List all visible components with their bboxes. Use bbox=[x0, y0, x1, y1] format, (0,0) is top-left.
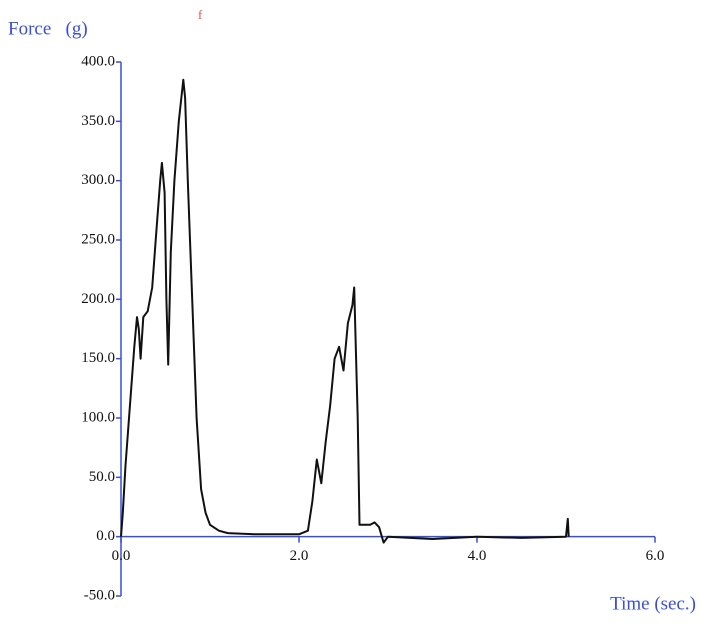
y-tick-label: 150.0 bbox=[81, 350, 115, 366]
x-axis-title: Time (sec.) bbox=[610, 593, 696, 614]
y-tick-label: 300.0 bbox=[81, 172, 115, 188]
y-tick-label: 350.0 bbox=[81, 113, 115, 129]
x-tick-label: 6.0 bbox=[646, 548, 665, 564]
x-tick-label: 2.0 bbox=[290, 548, 309, 564]
force-curve bbox=[120, 78, 570, 544]
y-tick-label: 100.0 bbox=[81, 409, 115, 425]
x-tick-label: 4.0 bbox=[468, 548, 487, 564]
y-tick-label: 250.0 bbox=[81, 231, 115, 247]
annotation: f bbox=[198, 7, 203, 22]
y-axis-title: Force (g) bbox=[8, 18, 88, 39]
y-tick-label: 200.0 bbox=[81, 291, 115, 307]
x-tick-label: 0.0 bbox=[112, 548, 131, 564]
y-tick-label: 50.0 bbox=[89, 469, 115, 485]
y-tick-label: 0.0 bbox=[96, 528, 115, 544]
y-tick-label: -50.0 bbox=[84, 587, 115, 603]
y-tick-label: 400.0 bbox=[81, 53, 115, 69]
